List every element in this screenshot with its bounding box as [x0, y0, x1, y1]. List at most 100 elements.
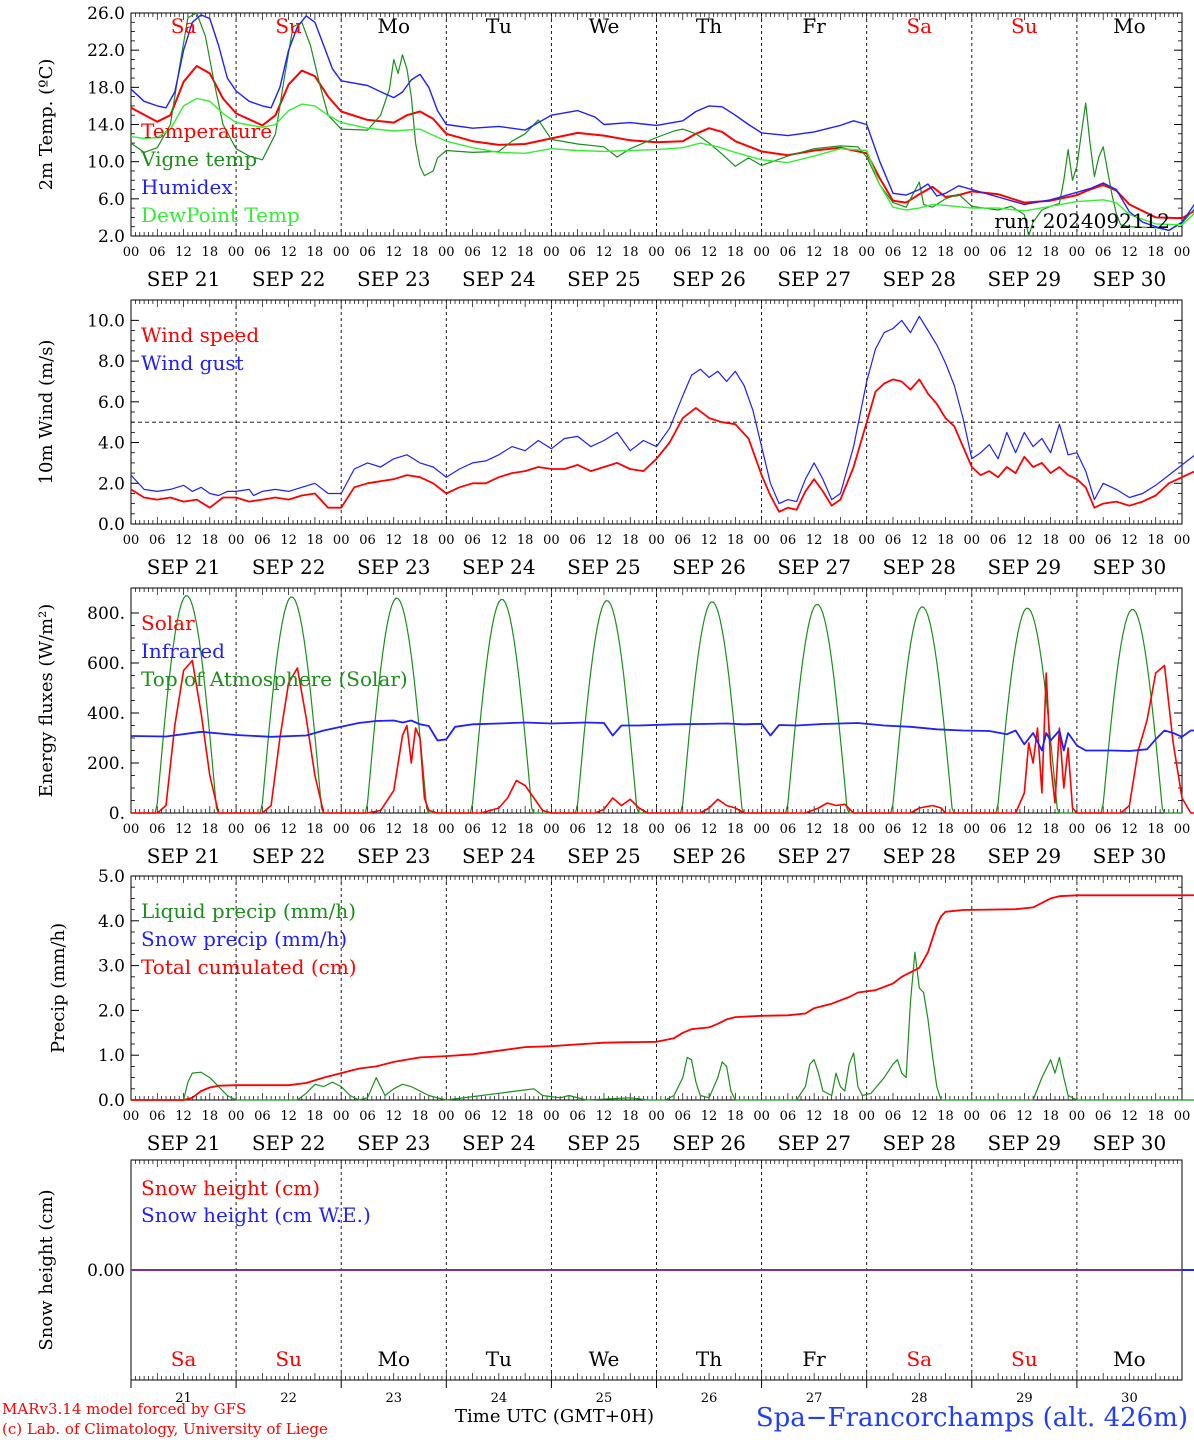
hour-label: 06 [675, 822, 692, 837]
snow-legend-item: Snow height (cm W.E.) [141, 1203, 371, 1227]
date-label: SEP 28 [882, 267, 956, 291]
hour-label: 06 [359, 822, 376, 837]
hour-label: 18 [517, 245, 534, 260]
weekday-label: Sa [906, 14, 932, 38]
precip-ytick-label: 3.0 [98, 957, 125, 977]
hour-label: 00 [1069, 1109, 1086, 1124]
hour-label: 00 [648, 1109, 665, 1124]
energy-panel: 0. 200. 400. 600. 800. Energy fluxes (W/m²) So… [36, 587, 1194, 868]
day-number-label: 21 [175, 1391, 192, 1406]
total-cumulated-cm-line [131, 894, 1194, 1101]
hour-label: 00 [543, 1109, 560, 1124]
day-number-label: 29 [1016, 1391, 1033, 1406]
hour-label: 06 [1095, 1109, 1112, 1124]
date-label: SEP 23 [357, 267, 431, 291]
hour-label: 12 [806, 822, 823, 837]
hour-label: 06 [990, 1109, 1007, 1124]
weekday-label: Th [696, 14, 722, 38]
hour-label: 18 [412, 533, 429, 548]
hour-label: 06 [149, 245, 166, 260]
hour-label: 12 [385, 1109, 402, 1124]
date-label: SEP 21 [147, 1131, 221, 1155]
date-label: SEP 24 [462, 555, 536, 579]
hour-label: 00 [543, 822, 560, 837]
hour-label: 12 [701, 1109, 718, 1124]
hour-label: 00 [333, 1109, 350, 1124]
hour-label: 00 [753, 533, 770, 548]
weekday-label: Su [1011, 14, 1038, 38]
liquid-precip-mm-h-line [131, 951, 1194, 1101]
hour-label: 18 [412, 1109, 429, 1124]
wind-ytick-label: 2.0 [98, 474, 125, 494]
hour-label: 00 [648, 245, 665, 260]
hour-label: 12 [806, 533, 823, 548]
hour-label: 00 [228, 533, 245, 548]
hour-label: 12 [175, 245, 192, 260]
hour-label: 06 [1095, 822, 1112, 837]
hour-label: 06 [149, 822, 166, 837]
hour-label: 12 [175, 533, 192, 548]
date-label: SEP 24 [462, 267, 536, 291]
hour-label: 12 [701, 533, 718, 548]
hour-label: 00 [753, 822, 770, 837]
date-label: SEP 25 [567, 267, 641, 291]
hour-label: 00 [964, 533, 981, 548]
hour-label: 06 [780, 533, 797, 548]
hour-label: 06 [464, 822, 481, 837]
vigne-temp-line [130, 12, 1194, 237]
weekday-label: Mo [377, 1347, 410, 1371]
hour-label: 12 [385, 245, 402, 260]
wind-speed-line [130, 378, 1194, 513]
date-label: SEP 28 [882, 1131, 956, 1155]
hour-label: 06 [885, 822, 902, 837]
station-name: Spa−Francorchamps (alt. 426m) [755, 1403, 1188, 1433]
hour-label: 12 [491, 1109, 508, 1124]
weekday-label: Fr [802, 14, 826, 38]
weekday-label: Sa [171, 1347, 197, 1371]
hour-label: 12 [1016, 1109, 1033, 1124]
hour-label: 06 [990, 245, 1007, 260]
weekday-label: Th [696, 1347, 722, 1371]
hour-label: 18 [517, 533, 534, 548]
weekday-label: Mo [1113, 1347, 1146, 1371]
hour-label: 00 [964, 245, 981, 260]
hour-label: 00 [228, 245, 245, 260]
hour-label: 18 [202, 822, 219, 837]
humidex-line [130, 14, 1194, 232]
temp-ytick-label: 18.0 [87, 78, 125, 98]
hour-label: 06 [254, 822, 271, 837]
hour-label: 18 [412, 822, 429, 837]
weekday-label: Su [1011, 1347, 1038, 1371]
wind-ytick-label: 10.0 [87, 311, 125, 331]
hour-label: 12 [1016, 533, 1033, 548]
hour-label: 18 [307, 245, 324, 260]
wind-legend-item: Wind gust [141, 351, 244, 375]
precip-legend-item: Total cumulated (cm) [141, 955, 357, 979]
temp-ylabel: 2m Temp. (ºC) [36, 59, 57, 191]
energy-ytick-label: 200. [87, 754, 125, 774]
hour-label: 12 [175, 822, 192, 837]
date-label: SEP 23 [357, 844, 431, 868]
precip-legend-item: Liquid precip (mm/h) [141, 899, 356, 923]
hour-label: 12 [280, 1109, 297, 1124]
hour-label: 00 [438, 822, 455, 837]
temp-ytick-label: 22.0 [87, 41, 125, 61]
hour-label: 12 [491, 533, 508, 548]
wind-ytick-label: 4.0 [98, 434, 125, 454]
wind-ytick-label: 6.0 [98, 393, 125, 413]
hour-label: 18 [202, 1109, 219, 1124]
hour-label: 18 [727, 245, 744, 260]
solar-line [131, 659, 1194, 814]
hour-label: 18 [727, 1109, 744, 1124]
hour-label: 00 [333, 822, 350, 837]
hour-label: 18 [1147, 822, 1164, 837]
hour-label: 06 [885, 245, 902, 260]
temp-ytick-label: 14.0 [87, 116, 125, 136]
snow-legend-item: Snow height (cm) [141, 1176, 320, 1200]
date-label: SEP 30 [1093, 267, 1167, 291]
hour-label: 12 [701, 245, 718, 260]
date-label: SEP 24 [462, 844, 536, 868]
hour-label: 06 [569, 533, 586, 548]
date-label: SEP 29 [988, 555, 1062, 579]
weekday-label: Tu [486, 14, 512, 38]
